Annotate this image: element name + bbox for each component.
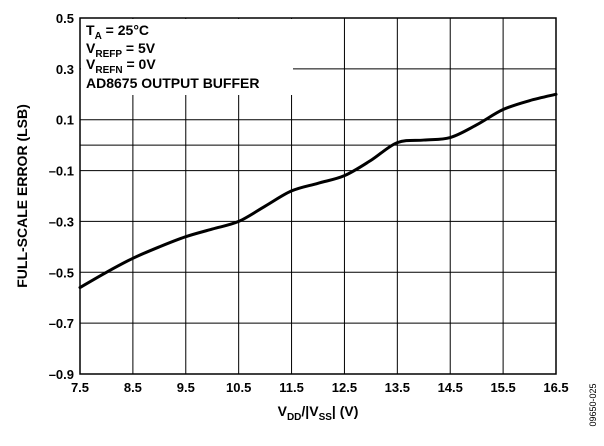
y-tick-label: 0.5 [56, 11, 74, 26]
y-tick-label: –0.7 [49, 316, 74, 331]
y-tick-labels: 0.5 0.3 0.1 –0.1 –0.3 –0.5 –0.7 –0.9 [49, 11, 74, 382]
annotation-line: AD8675 OUTPUT BUFFER [86, 75, 259, 91]
x-tick-label: 10.5 [226, 380, 251, 395]
y-tick-label: –0.5 [49, 265, 74, 280]
x-tick-label: 13.5 [385, 380, 410, 395]
annotation-line: VREFN = 0V [86, 56, 156, 76]
annotation-box [81, 19, 293, 95]
x-tick-label: 9.5 [177, 380, 195, 395]
y-tick-label: –0.1 [49, 164, 74, 179]
y-tick-label: –0.3 [49, 214, 74, 229]
annotation-line: VREFP = 5V [86, 40, 156, 60]
y-tick-label: 0.3 [56, 62, 74, 77]
annotation-line: TA = 25°C [86, 22, 149, 42]
x-tick-labels: 7.5 8.5 9.5 10.5 11.5 12.5 13.5 14.5 15.5 16.5 [71, 380, 569, 395]
y-axis-label: FULL-SCALE ERROR (LSB) [14, 104, 30, 288]
x-tick-label: 16.5 [543, 380, 568, 395]
plot-frame [79, 17, 557, 375]
x-tick-label: 12.5 [332, 380, 357, 395]
x-tick-label: 8.5 [124, 380, 142, 395]
figure-code: 09650-025 [588, 383, 598, 426]
x-tick-label: 11.5 [279, 380, 304, 395]
series-line [78, 92, 558, 290]
x-axis-label: VDD/|VSS| (V) [278, 403, 359, 423]
x-tick-label: 14.5 [438, 380, 463, 395]
y-tick-label: 0.1 [56, 113, 74, 128]
y-tick-label: –0.9 [49, 367, 74, 382]
x-tick-label: 15.5 [490, 380, 515, 395]
x-tick-label: 7.5 [71, 380, 89, 395]
